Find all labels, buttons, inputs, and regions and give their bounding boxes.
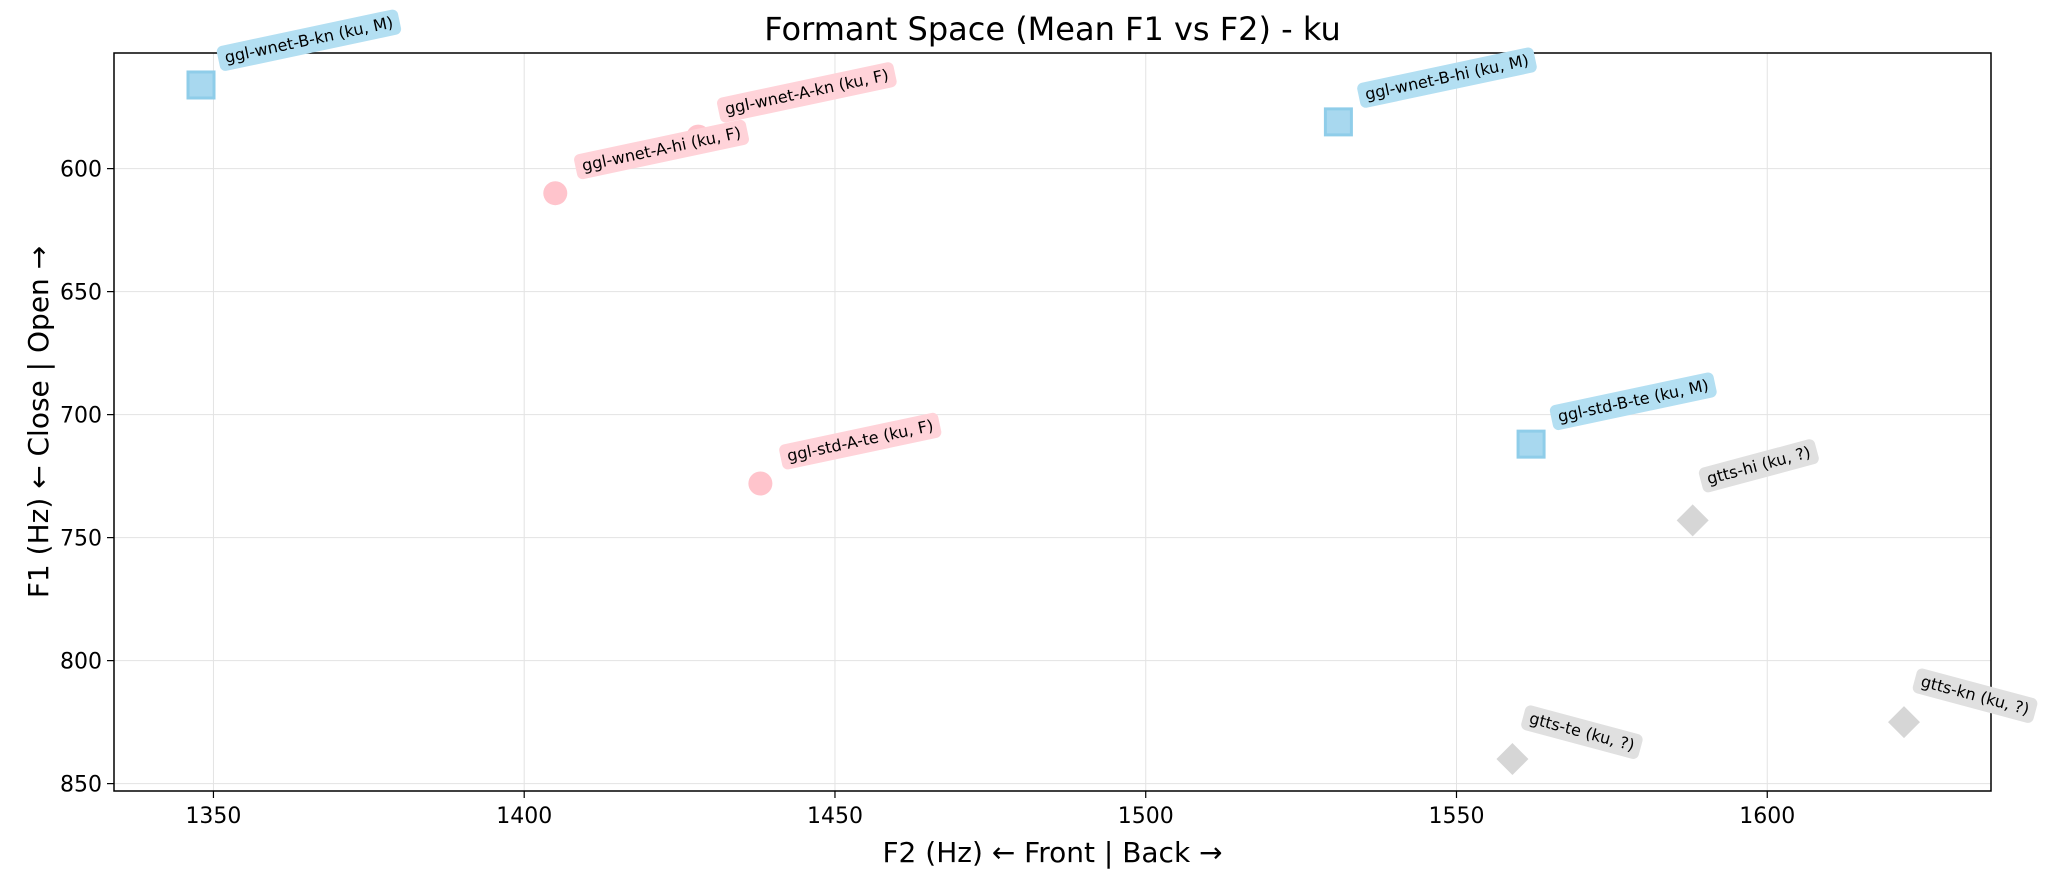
data-point-square	[1516, 429, 1546, 459]
data-point-square	[186, 70, 216, 100]
point-label: ggl-std-B-te (ku, M)	[1549, 372, 1717, 431]
point-label: ggl-wnet-B-kn (ku, M)	[216, 9, 402, 71]
point-label: ggl-wnet-B-hi (ku, M)	[1357, 47, 1537, 108]
point-labels: ggl-wnet-B-kn (ku, M) ggl-wnet-A-kn (ku, …	[216, 9, 2038, 759]
point-label-box	[1549, 372, 1717, 431]
point-label: ggl-wnet-A-hi (ku, F)	[574, 119, 749, 180]
point-label-box	[216, 9, 402, 71]
point-label-box	[1357, 47, 1537, 108]
data-point-diamond	[1887, 706, 1920, 739]
data-points	[186, 70, 1920, 776]
x-tick-label: 1500	[1118, 804, 1174, 829]
point-label-box	[1698, 439, 1819, 493]
point-label-box	[1912, 668, 2038, 723]
x-tick-label: 1600	[1739, 804, 1795, 829]
plot-frame	[113, 52, 1992, 792]
grid	[114, 53, 1991, 791]
point-label: gtts-kn (ku, ?)	[1912, 668, 2038, 723]
x-tick-label: 1450	[807, 804, 863, 829]
axis-ticks: 1350 1400 1450 1500 1550 1600 600 650 700 750 800 8…	[60, 158, 1795, 829]
point-label: gtts-te (ku, ?)	[1521, 705, 1643, 759]
x-axis-label: F2 (Hz) ← Front | Back →	[882, 836, 1222, 869]
x-tick-label: 1400	[496, 804, 552, 829]
y-tick-label: 800	[60, 650, 102, 675]
data-point-diamond	[1676, 504, 1709, 537]
chart-title: Formant Space (Mean F1 vs F2) - ku	[764, 10, 1340, 48]
point-label-box	[1521, 705, 1643, 759]
point-label-box	[717, 62, 897, 123]
data-point-circle	[748, 471, 773, 496]
y-tick-label: 600	[60, 158, 102, 183]
data-point-diamond	[1496, 743, 1529, 776]
data-point-circle	[543, 181, 568, 206]
x-tick-label: 1350	[185, 804, 241, 829]
y-tick-label: 650	[60, 281, 102, 306]
point-label: gtts-hi (ku, ?)	[1698, 439, 1819, 493]
x-tick-label: 1550	[1428, 804, 1484, 829]
data-point-square	[1323, 107, 1353, 137]
point-label-box	[574, 119, 749, 180]
y-axis-label: F1 (Hz) ← Close | Open →	[22, 246, 55, 598]
point-label: ggl-wnet-A-kn (ku, F)	[717, 62, 897, 123]
point-label-box	[779, 412, 942, 470]
y-tick-label: 750	[60, 527, 102, 552]
y-tick-label: 850	[60, 773, 102, 798]
point-label: ggl-std-A-te (ku, F)	[779, 412, 942, 470]
y-tick-label: 700	[60, 404, 102, 429]
